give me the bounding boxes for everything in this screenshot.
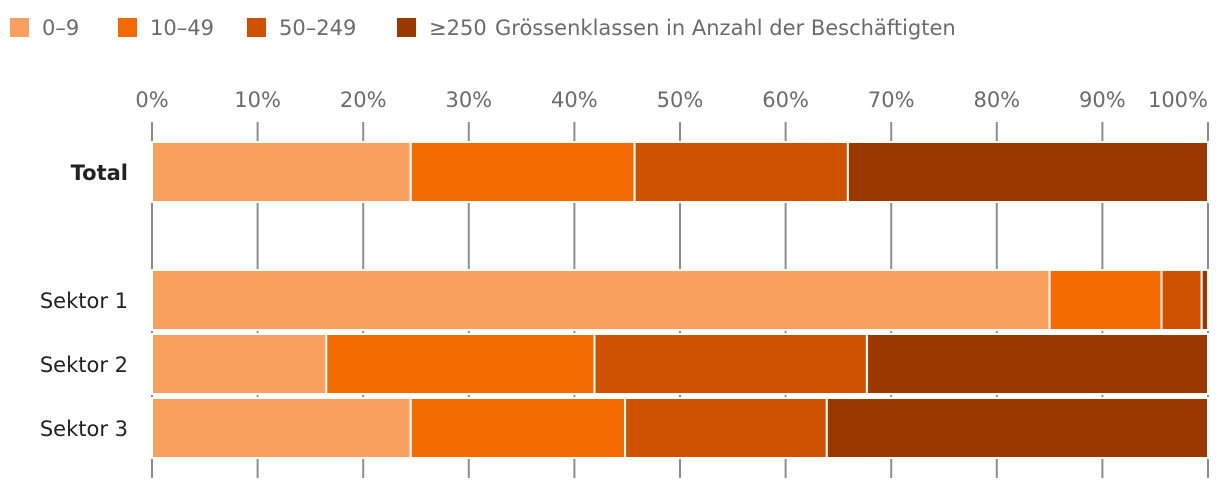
bar-segment: [409, 397, 627, 459]
category-label: Sektor 3: [40, 417, 128, 441]
x-tick-label: 20%: [340, 88, 387, 112]
x-tick-label: 80%: [973, 88, 1020, 112]
x-tick-label: 10%: [234, 88, 281, 112]
legend-title: Grössenklassen in Anzahl der Beschäftigt…: [495, 16, 956, 40]
x-tick-label: 50%: [657, 88, 704, 112]
bars: [151, 141, 1209, 459]
x-tick-label: 70%: [868, 88, 915, 112]
bar-segment: [624, 397, 828, 459]
legend-label-3: 50–249: [279, 16, 356, 40]
category-label: Sektor 1: [40, 289, 128, 313]
legend-swatch-1: [10, 18, 29, 37]
category-label: Total: [71, 161, 128, 185]
bar-segment: [151, 397, 412, 459]
legend-swatch-4: [397, 18, 416, 37]
legend-label-4: ≥250: [429, 16, 487, 40]
x-tick-label: 60%: [762, 88, 809, 112]
category-label: Sektor 2: [40, 353, 128, 377]
bar-segment: [1160, 269, 1203, 331]
bar-segment: [865, 333, 1209, 395]
x-tick-label: 100%: [1148, 88, 1208, 112]
bar-segment: [593, 333, 868, 395]
bar-segment: [1048, 269, 1163, 331]
x-tick-label: 30%: [445, 88, 492, 112]
legend-label-2: 10–49: [150, 16, 214, 40]
category-labels: Total Sektor 1 Sektor 2 Sektor 3: [40, 161, 128, 441]
x-tick-label: 40%: [551, 88, 598, 112]
legend-swatch-3: [247, 18, 266, 37]
legend-label-1: 0–9: [42, 16, 79, 40]
x-axis-ticks: 0% 10% 20% 30% 40% 50% 60% 70% 80% 90% 100%: [135, 88, 1208, 112]
legend: 0–9 10–49 50–249 ≥250 Grössenklassen in Anza…: [10, 16, 956, 40]
bar-segment: [633, 141, 849, 203]
bar-segment: [151, 269, 1051, 331]
bar-segment: [1200, 269, 1209, 331]
bar-segment: [825, 397, 1209, 459]
bar-segment: [151, 333, 328, 395]
bar-segment: [846, 141, 1209, 203]
x-tick-label: 0%: [135, 88, 168, 112]
bar-segment: [325, 333, 596, 395]
x-tick-label: 90%: [1079, 88, 1126, 112]
legend-swatch-2: [118, 18, 137, 37]
bar-segment: [409, 141, 636, 203]
bar-segment: [151, 141, 412, 203]
